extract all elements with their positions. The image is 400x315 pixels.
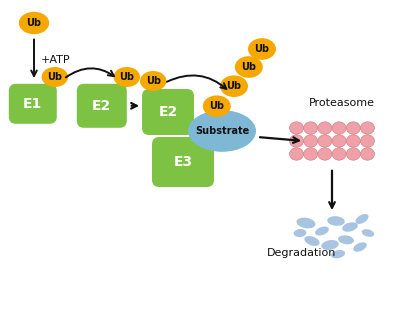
- Ellipse shape: [42, 67, 68, 87]
- Ellipse shape: [304, 122, 318, 134]
- Text: Ub: Ub: [254, 44, 270, 54]
- Text: E2: E2: [158, 105, 178, 119]
- Text: +ATP: +ATP: [41, 55, 70, 65]
- Ellipse shape: [304, 135, 318, 147]
- Ellipse shape: [342, 222, 358, 232]
- Ellipse shape: [331, 250, 345, 258]
- Ellipse shape: [315, 226, 329, 236]
- Ellipse shape: [188, 110, 256, 152]
- Ellipse shape: [318, 122, 332, 134]
- Text: E2: E2: [92, 99, 112, 113]
- Ellipse shape: [294, 229, 306, 237]
- Ellipse shape: [235, 56, 263, 78]
- Text: Ub: Ub: [146, 76, 161, 86]
- Ellipse shape: [360, 148, 374, 160]
- FancyBboxPatch shape: [77, 84, 127, 128]
- Ellipse shape: [290, 135, 304, 147]
- FancyBboxPatch shape: [152, 137, 214, 187]
- Ellipse shape: [346, 148, 360, 160]
- Ellipse shape: [19, 12, 49, 34]
- Text: Ub: Ub: [226, 81, 242, 91]
- Text: E1: E1: [23, 97, 42, 111]
- Ellipse shape: [304, 236, 320, 246]
- Ellipse shape: [332, 148, 346, 160]
- Text: Substrate: Substrate: [195, 126, 249, 136]
- Ellipse shape: [318, 148, 332, 160]
- Ellipse shape: [360, 135, 374, 147]
- Ellipse shape: [332, 135, 346, 147]
- Ellipse shape: [353, 242, 367, 252]
- Ellipse shape: [290, 122, 304, 134]
- Ellipse shape: [360, 122, 374, 134]
- FancyBboxPatch shape: [9, 84, 57, 124]
- Ellipse shape: [304, 148, 318, 160]
- Ellipse shape: [332, 122, 346, 134]
- Text: Ub: Ub: [209, 101, 224, 111]
- Text: E3: E3: [174, 155, 192, 169]
- Text: Ub: Ub: [26, 18, 42, 28]
- Ellipse shape: [248, 38, 276, 60]
- Ellipse shape: [203, 95, 231, 117]
- Ellipse shape: [140, 71, 166, 91]
- Ellipse shape: [114, 67, 140, 87]
- Ellipse shape: [296, 218, 316, 228]
- Ellipse shape: [327, 216, 345, 226]
- Ellipse shape: [346, 122, 360, 134]
- Ellipse shape: [290, 148, 304, 160]
- Text: Ub: Ub: [119, 72, 134, 82]
- Text: Ub: Ub: [47, 72, 62, 82]
- Ellipse shape: [346, 135, 360, 147]
- Text: Degradation: Degradation: [267, 248, 337, 258]
- Ellipse shape: [321, 240, 339, 250]
- Text: Ub: Ub: [241, 62, 256, 72]
- Text: Proteasome: Proteasome: [309, 98, 375, 108]
- Ellipse shape: [220, 75, 248, 97]
- Ellipse shape: [318, 135, 332, 147]
- FancyBboxPatch shape: [142, 89, 194, 135]
- Ellipse shape: [338, 235, 354, 244]
- Ellipse shape: [356, 214, 368, 224]
- Ellipse shape: [362, 229, 374, 237]
